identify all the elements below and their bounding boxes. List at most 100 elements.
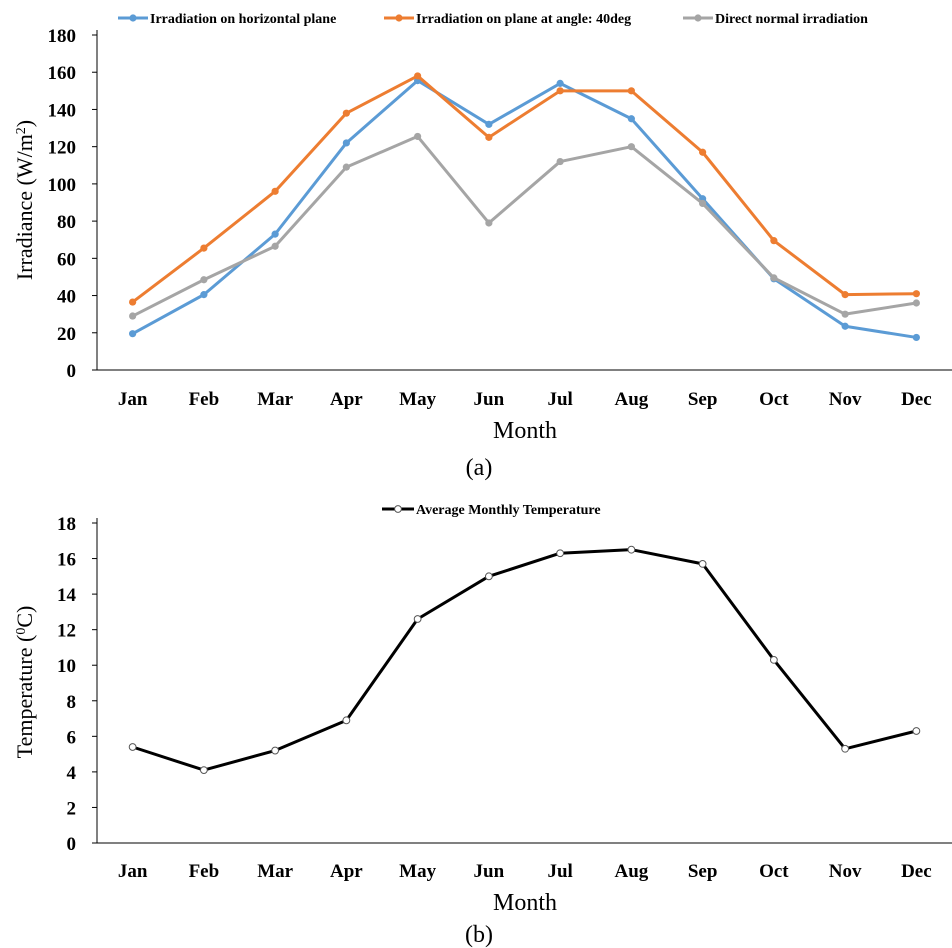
x-tick-label: Jun (474, 389, 505, 410)
legend-marker (394, 505, 402, 513)
data-point (200, 244, 208, 252)
y-axis: 0 20 40 60 80 100 120 140 160 180 (48, 26, 98, 382)
x-axis: Jan Feb Mar Apr May Jun Jul Aug Sep Oct Nov Dec (97, 369, 952, 410)
data-point (698, 559, 707, 568)
panel-caption: (b) (465, 922, 493, 948)
y-tick-label: 140 (48, 100, 77, 121)
x-tick-label: Aug (614, 389, 648, 410)
data-point (342, 139, 350, 147)
data-point (414, 72, 422, 80)
data-point (271, 230, 279, 238)
data-point (627, 545, 636, 554)
data-point (627, 87, 635, 95)
y-tick-label: 40 (57, 287, 76, 308)
data-point (129, 330, 137, 338)
data-point (413, 615, 422, 623)
data-point (556, 87, 564, 95)
data-point (770, 237, 778, 245)
y-axis: 0 2 4 6 8 10 12 14 16 18 (57, 514, 98, 855)
legend-marker (694, 14, 702, 22)
data-point (342, 163, 350, 171)
x-tick-label: Apr (330, 389, 363, 410)
y-tick-label: 18 (57, 514, 76, 535)
x-tick-label: Dec (901, 861, 932, 882)
x-tick-label: Apr (330, 861, 363, 882)
legend-marker (395, 14, 403, 22)
x-tick-label: Jan (118, 389, 148, 410)
series-line (131, 74, 918, 304)
legend-label: Irradiation on plane at angle: 40deg (416, 12, 631, 27)
y-tick-label: 20 (57, 324, 76, 345)
series-line (131, 134, 918, 318)
data-point (271, 187, 279, 195)
y-tick-label: 8 (67, 692, 77, 713)
x-tick-label: Nov (829, 861, 862, 882)
y-tick-label: 10 (57, 656, 76, 677)
data-point (769, 655, 778, 664)
y-tick-label: 12 (57, 621, 76, 642)
y-tick-label: 120 (48, 138, 77, 159)
data-point (912, 727, 921, 735)
x-tick-label: Mar (257, 861, 293, 882)
data-point (271, 746, 280, 755)
data-point (627, 143, 635, 151)
plot-area (129, 72, 920, 342)
data-point (912, 333, 920, 342)
legend: Average Monthly Temperature (382, 503, 601, 518)
data-point (699, 199, 707, 208)
y-axis-label: Temperature (0C) (12, 606, 37, 759)
data-point (556, 549, 565, 558)
y-tick-label: 4 (67, 763, 77, 784)
x-tick-label: Jan (118, 861, 148, 882)
data-point (556, 157, 564, 166)
x-tick-label: Sep (688, 861, 718, 882)
y-tick-label: 80 (57, 212, 76, 233)
data-point (485, 120, 493, 128)
y-tick-label: 0 (67, 361, 77, 382)
x-tick-label: Oct (759, 389, 789, 410)
y-axis-label: Irradiance (W/m2) (12, 120, 37, 280)
x-tick-label: Feb (189, 861, 220, 882)
y-tick-label: 0 (67, 834, 77, 855)
y-tick-label: 6 (67, 727, 77, 748)
temperature-chart: Average Monthly Temperature 0 2 4 6 8 10 12 14 1… (12, 503, 952, 948)
x-axis-label: Month (493, 418, 557, 444)
y-tick-label: 180 (48, 26, 77, 47)
x-tick-label: May (399, 389, 436, 410)
data-point (699, 148, 707, 156)
data-point (342, 109, 350, 117)
data-point (200, 291, 208, 299)
data-point (627, 115, 635, 123)
data-point (841, 291, 849, 299)
data-point (271, 242, 279, 250)
x-tick-label: Jul (547, 861, 572, 882)
x-tick-label: Aug (614, 861, 648, 882)
panel-caption: (a) (466, 455, 493, 481)
data-point (128, 743, 137, 751)
data-point (485, 219, 493, 227)
x-axis: Jan Feb Mar Apr May Jun Jul Aug Sep Oct Nov Dec (97, 842, 952, 882)
data-point (484, 572, 493, 581)
series-line (131, 548, 918, 772)
y-tick-label: 100 (48, 175, 77, 196)
data-point (912, 290, 920, 298)
y-tick-label: 60 (57, 249, 76, 270)
data-point (414, 132, 422, 141)
data-point (770, 274, 778, 282)
y-tick-label: 14 (57, 585, 77, 606)
x-tick-label: Nov (829, 389, 862, 410)
x-axis-label: Month (493, 890, 557, 916)
legend-label: Irradiation on horizontal plane (150, 12, 336, 27)
legend-label: Direct normal irradiation (715, 12, 868, 27)
data-point (200, 276, 208, 284)
y-tick-label: 16 (57, 550, 76, 571)
y-tick-label: 2 (67, 798, 77, 819)
irradiance-chart: Irradiation on horizontal plane Irradiati… (12, 12, 952, 481)
x-tick-label: Jul (547, 389, 572, 410)
data-point (129, 298, 137, 306)
x-tick-label: May (399, 861, 436, 882)
x-tick-label: Dec (901, 389, 932, 410)
x-tick-label: Oct (759, 861, 789, 882)
x-tick-label: Jun (474, 861, 505, 882)
data-point (199, 766, 208, 775)
